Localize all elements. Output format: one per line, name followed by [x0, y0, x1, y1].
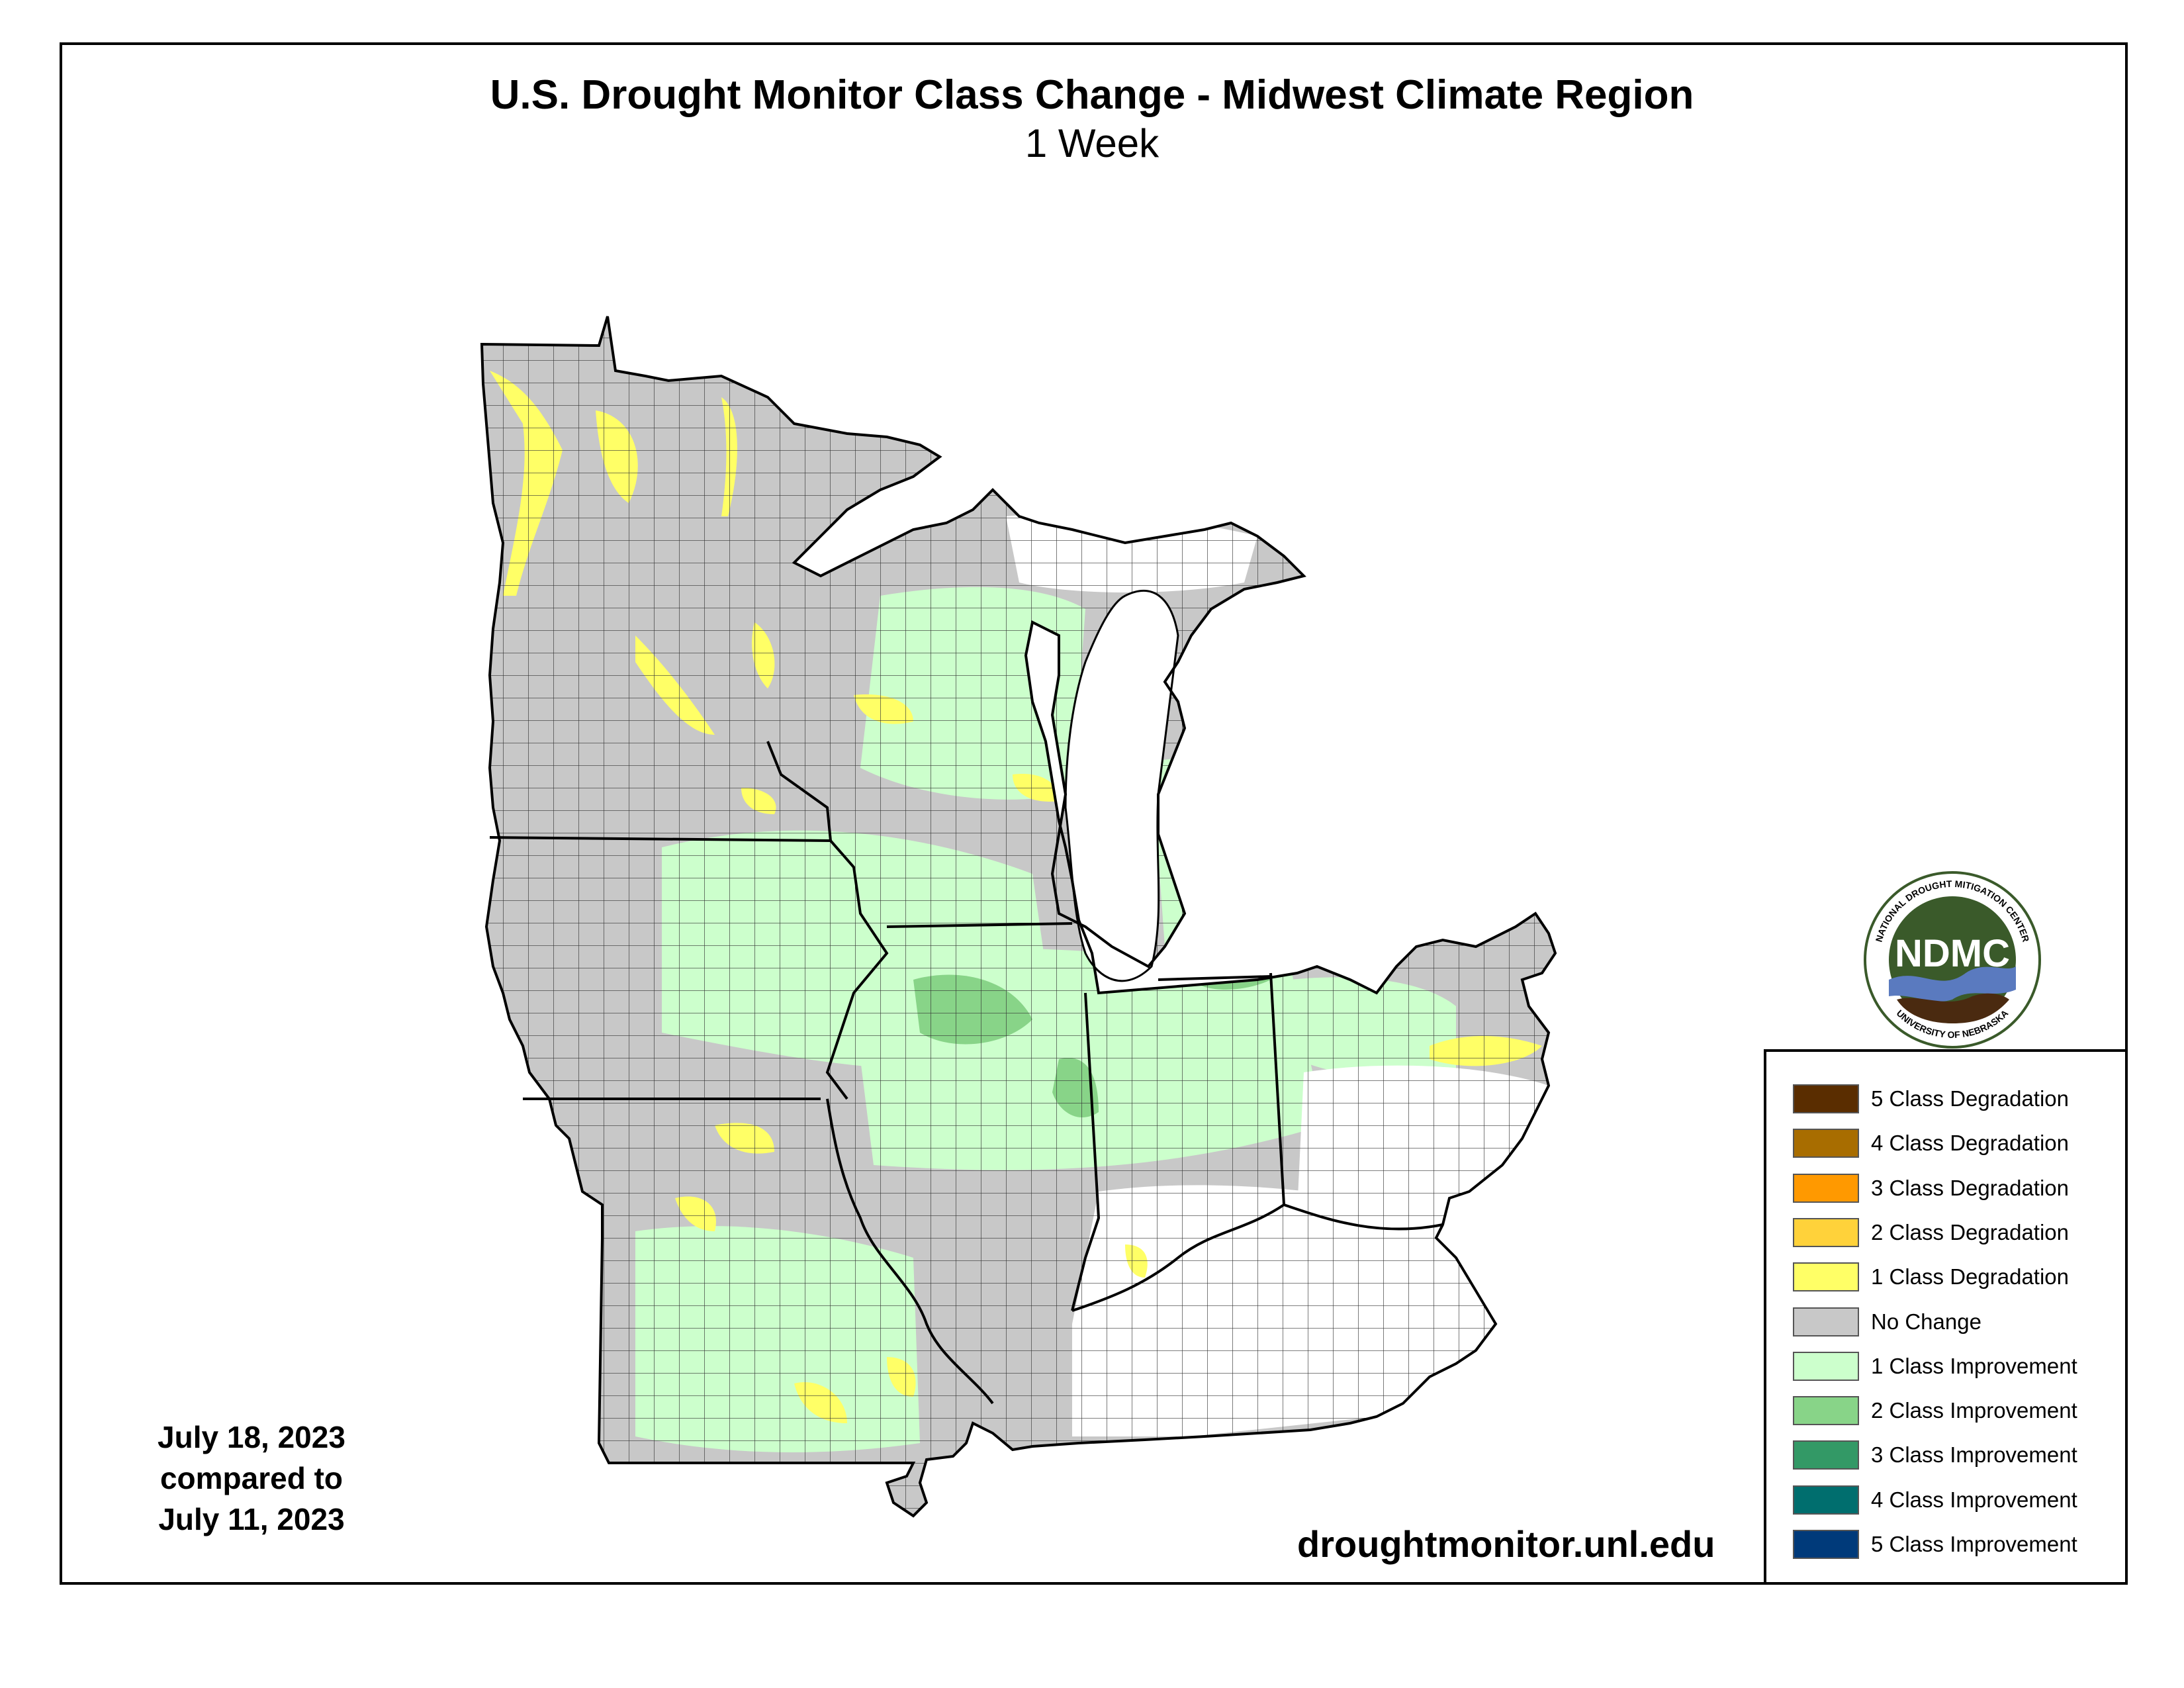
map-title: U.S. Drought Monitor Class Change - Midw… — [490, 72, 1694, 118]
legend-item: 1 Class Degradation — [1793, 1262, 2069, 1292]
date-current: July 18, 2023 — [158, 1420, 345, 1454]
date-comparison: July 18, 2023 compared to July 11, 2023 — [132, 1417, 371, 1540]
legend-swatch — [1793, 1084, 1859, 1113]
indiana-ohio-border — [1269, 972, 1285, 1205]
michigan-indiana-border — [1158, 975, 1271, 981]
state-boundaries — [489, 741, 1443, 1405]
legend-swatch — [1793, 1307, 1859, 1336]
date-compared-label: compared to — [159, 1461, 343, 1495]
minnesota-wisconsin-border — [766, 741, 832, 841]
improve-1-area-michigan — [1152, 755, 1403, 954]
legend-item: 1 Class Improvement — [1793, 1351, 2077, 1382]
legend-swatch — [1793, 1173, 1859, 1203]
logo-text: NDMC — [1895, 932, 2010, 975]
legend-label: No Change — [1871, 1309, 1981, 1334]
legend-item: 4 Class Improvement — [1793, 1485, 2077, 1515]
legend-swatch — [1793, 1485, 1859, 1515]
legend-label: 1 Class Degradation — [1871, 1264, 2069, 1289]
legend-item: 5 Class Degradation — [1793, 1084, 2069, 1114]
wisconsin-illinois-border — [886, 922, 1073, 928]
legend-swatch — [1793, 1262, 1859, 1292]
date-previous: July 11, 2023 — [158, 1502, 345, 1536]
logo-earth — [1897, 993, 2009, 1023]
legend-swatch — [1793, 1530, 1859, 1559]
lake-michigan — [1064, 590, 1179, 982]
map-subtitle: 1 Week — [1024, 121, 1160, 165]
legend-label: 5 Class Degradation — [1871, 1086, 2069, 1111]
legend-label: 4 Class Degradation — [1871, 1131, 2069, 1156]
source-url[interactable]: droughtmonitor.unl.edu — [1297, 1523, 1715, 1565]
illinois-indiana-border — [1071, 992, 1101, 1311]
legend-swatch — [1793, 1351, 1859, 1381]
legend-label: 3 Class Degradation — [1871, 1175, 2069, 1200]
legend-label: 2 Class Degradation — [1871, 1219, 2069, 1244]
legend-label: 5 Class Improvement — [1871, 1532, 2077, 1556]
legend-swatch — [1793, 1217, 1859, 1247]
legend-item: 5 Class Improvement — [1793, 1529, 2077, 1560]
map-frame — [60, 42, 2128, 1585]
legend-item: 3 Class Improvement — [1793, 1440, 2077, 1470]
illinois-missouri-border — [826, 1098, 994, 1405]
legend-item: 4 Class Degradation — [1793, 1128, 2069, 1158]
legend-swatch — [1793, 1440, 1859, 1470]
logo-water — [1889, 966, 2016, 1002]
legend-item: 2 Class Improvement — [1793, 1395, 2077, 1426]
minnesota-iowa-border — [489, 836, 889, 1100]
ndmc-logo: NDMC NATIONAL DROUGHT MITIGATION CENTER … — [1864, 871, 2041, 1049]
county-lines — [482, 316, 1555, 1516]
legend-label: 1 Class Improvement — [1871, 1353, 2077, 1378]
legend-label: 2 Class Improvement — [1871, 1398, 2077, 1423]
legend-item: 2 Class Degradation — [1793, 1217, 2069, 1248]
legend-label: 4 Class Improvement — [1871, 1487, 2077, 1512]
legend-item: 3 Class Degradation — [1793, 1173, 2069, 1203]
legend: 5 Class Degradation 4 Class Degradation 3 … — [1764, 1049, 2128, 1585]
legend-swatch — [1793, 1396, 1859, 1426]
legend-swatch — [1793, 1129, 1859, 1158]
legend-label: 3 Class Improvement — [1871, 1442, 2077, 1468]
ohio-river-kentucky-border — [1071, 1203, 1443, 1312]
legend-item: No Change — [1793, 1307, 1981, 1337]
change-areas — [482, 316, 1555, 1516]
